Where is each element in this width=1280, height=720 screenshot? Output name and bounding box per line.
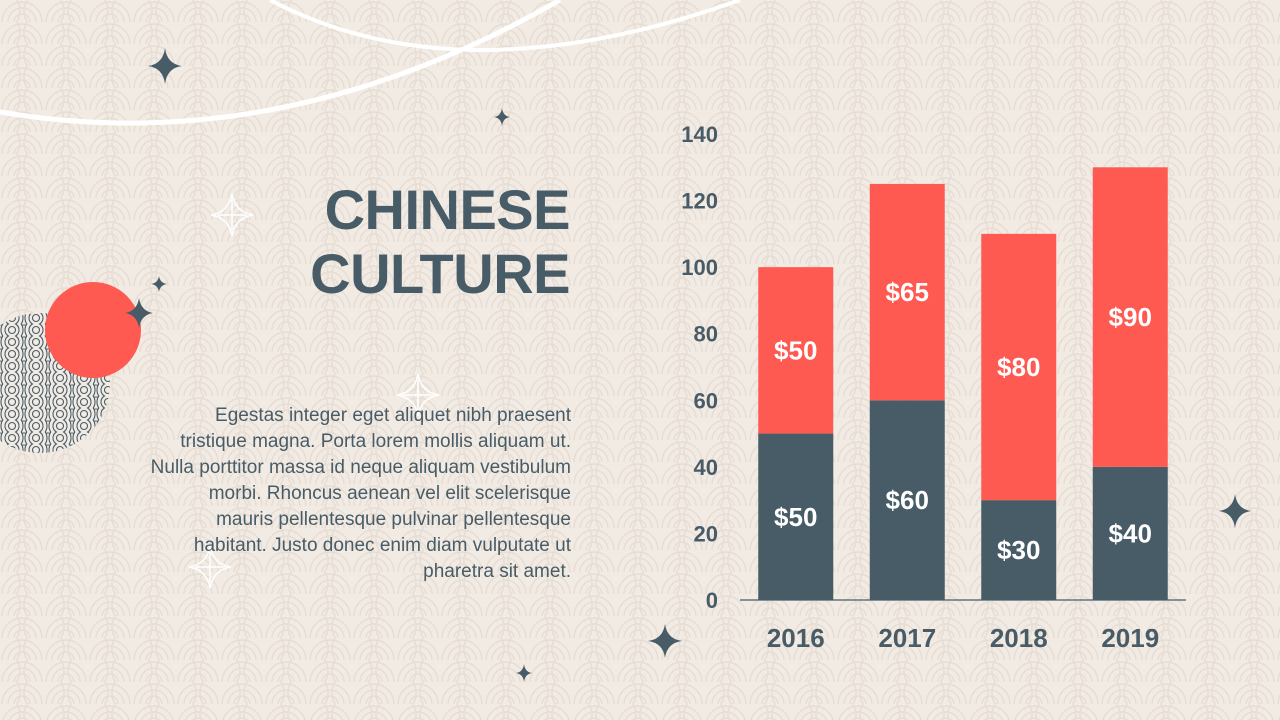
outline-star-icon <box>188 545 232 589</box>
bar-segment <box>758 433 834 600</box>
four-point-star-icon <box>516 664 532 682</box>
x-category-label: 2018 <box>990 623 1048 653</box>
four-point-star-icon <box>648 624 682 658</box>
four-point-star-icon <box>125 298 153 328</box>
title-line-1: CHINESE <box>324 178 571 241</box>
data-label: $50 <box>774 335 817 365</box>
bar-segment <box>981 500 1057 600</box>
y-tick-label: 60 <box>694 388 718 413</box>
data-label: $80 <box>997 352 1040 382</box>
white-arc-decoration <box>0 0 562 126</box>
data-label: $90 <box>1109 302 1152 332</box>
four-point-star-icon <box>1219 494 1251 528</box>
red-circle-icon <box>45 282 141 378</box>
x-category-label: 2019 <box>1101 623 1159 653</box>
four-point-star-icon <box>494 108 510 126</box>
data-label: $40 <box>1109 518 1152 548</box>
bar-segment <box>981 233 1057 501</box>
data-label: $30 <box>997 535 1040 565</box>
data-label: $50 <box>774 502 817 532</box>
data-label: $60 <box>886 485 929 515</box>
y-tick-label: 20 <box>694 521 718 546</box>
slide-title: CHINESE CULTURE <box>310 178 570 306</box>
outline-star-icon <box>210 193 254 237</box>
four-point-star-icon <box>151 276 167 292</box>
x-category-label: 2016 <box>767 623 825 653</box>
y-tick-label: 140 <box>681 122 718 147</box>
bar-segment <box>869 183 945 401</box>
white-arc-decoration <box>269 0 741 52</box>
four-point-star-icon <box>148 48 182 84</box>
bar-segment <box>869 400 945 600</box>
x-category-label: 2017 <box>878 623 936 653</box>
title-line-2: CULTURE <box>310 242 570 305</box>
bar-segment <box>1092 466 1168 600</box>
y-tick-label: 40 <box>694 455 718 480</box>
y-tick-label: 100 <box>681 255 718 280</box>
body-paragraph: Egestas integer eget aliquet nibh praese… <box>150 405 571 582</box>
y-tick-label: 80 <box>694 322 718 347</box>
bar-segment <box>1092 167 1168 467</box>
y-tick-label: 120 <box>681 189 718 214</box>
data-label: $65 <box>886 277 929 307</box>
outline-star-icon <box>396 373 440 417</box>
y-tick-label: 0 <box>706 588 718 613</box>
bar-segment <box>758 267 834 434</box>
